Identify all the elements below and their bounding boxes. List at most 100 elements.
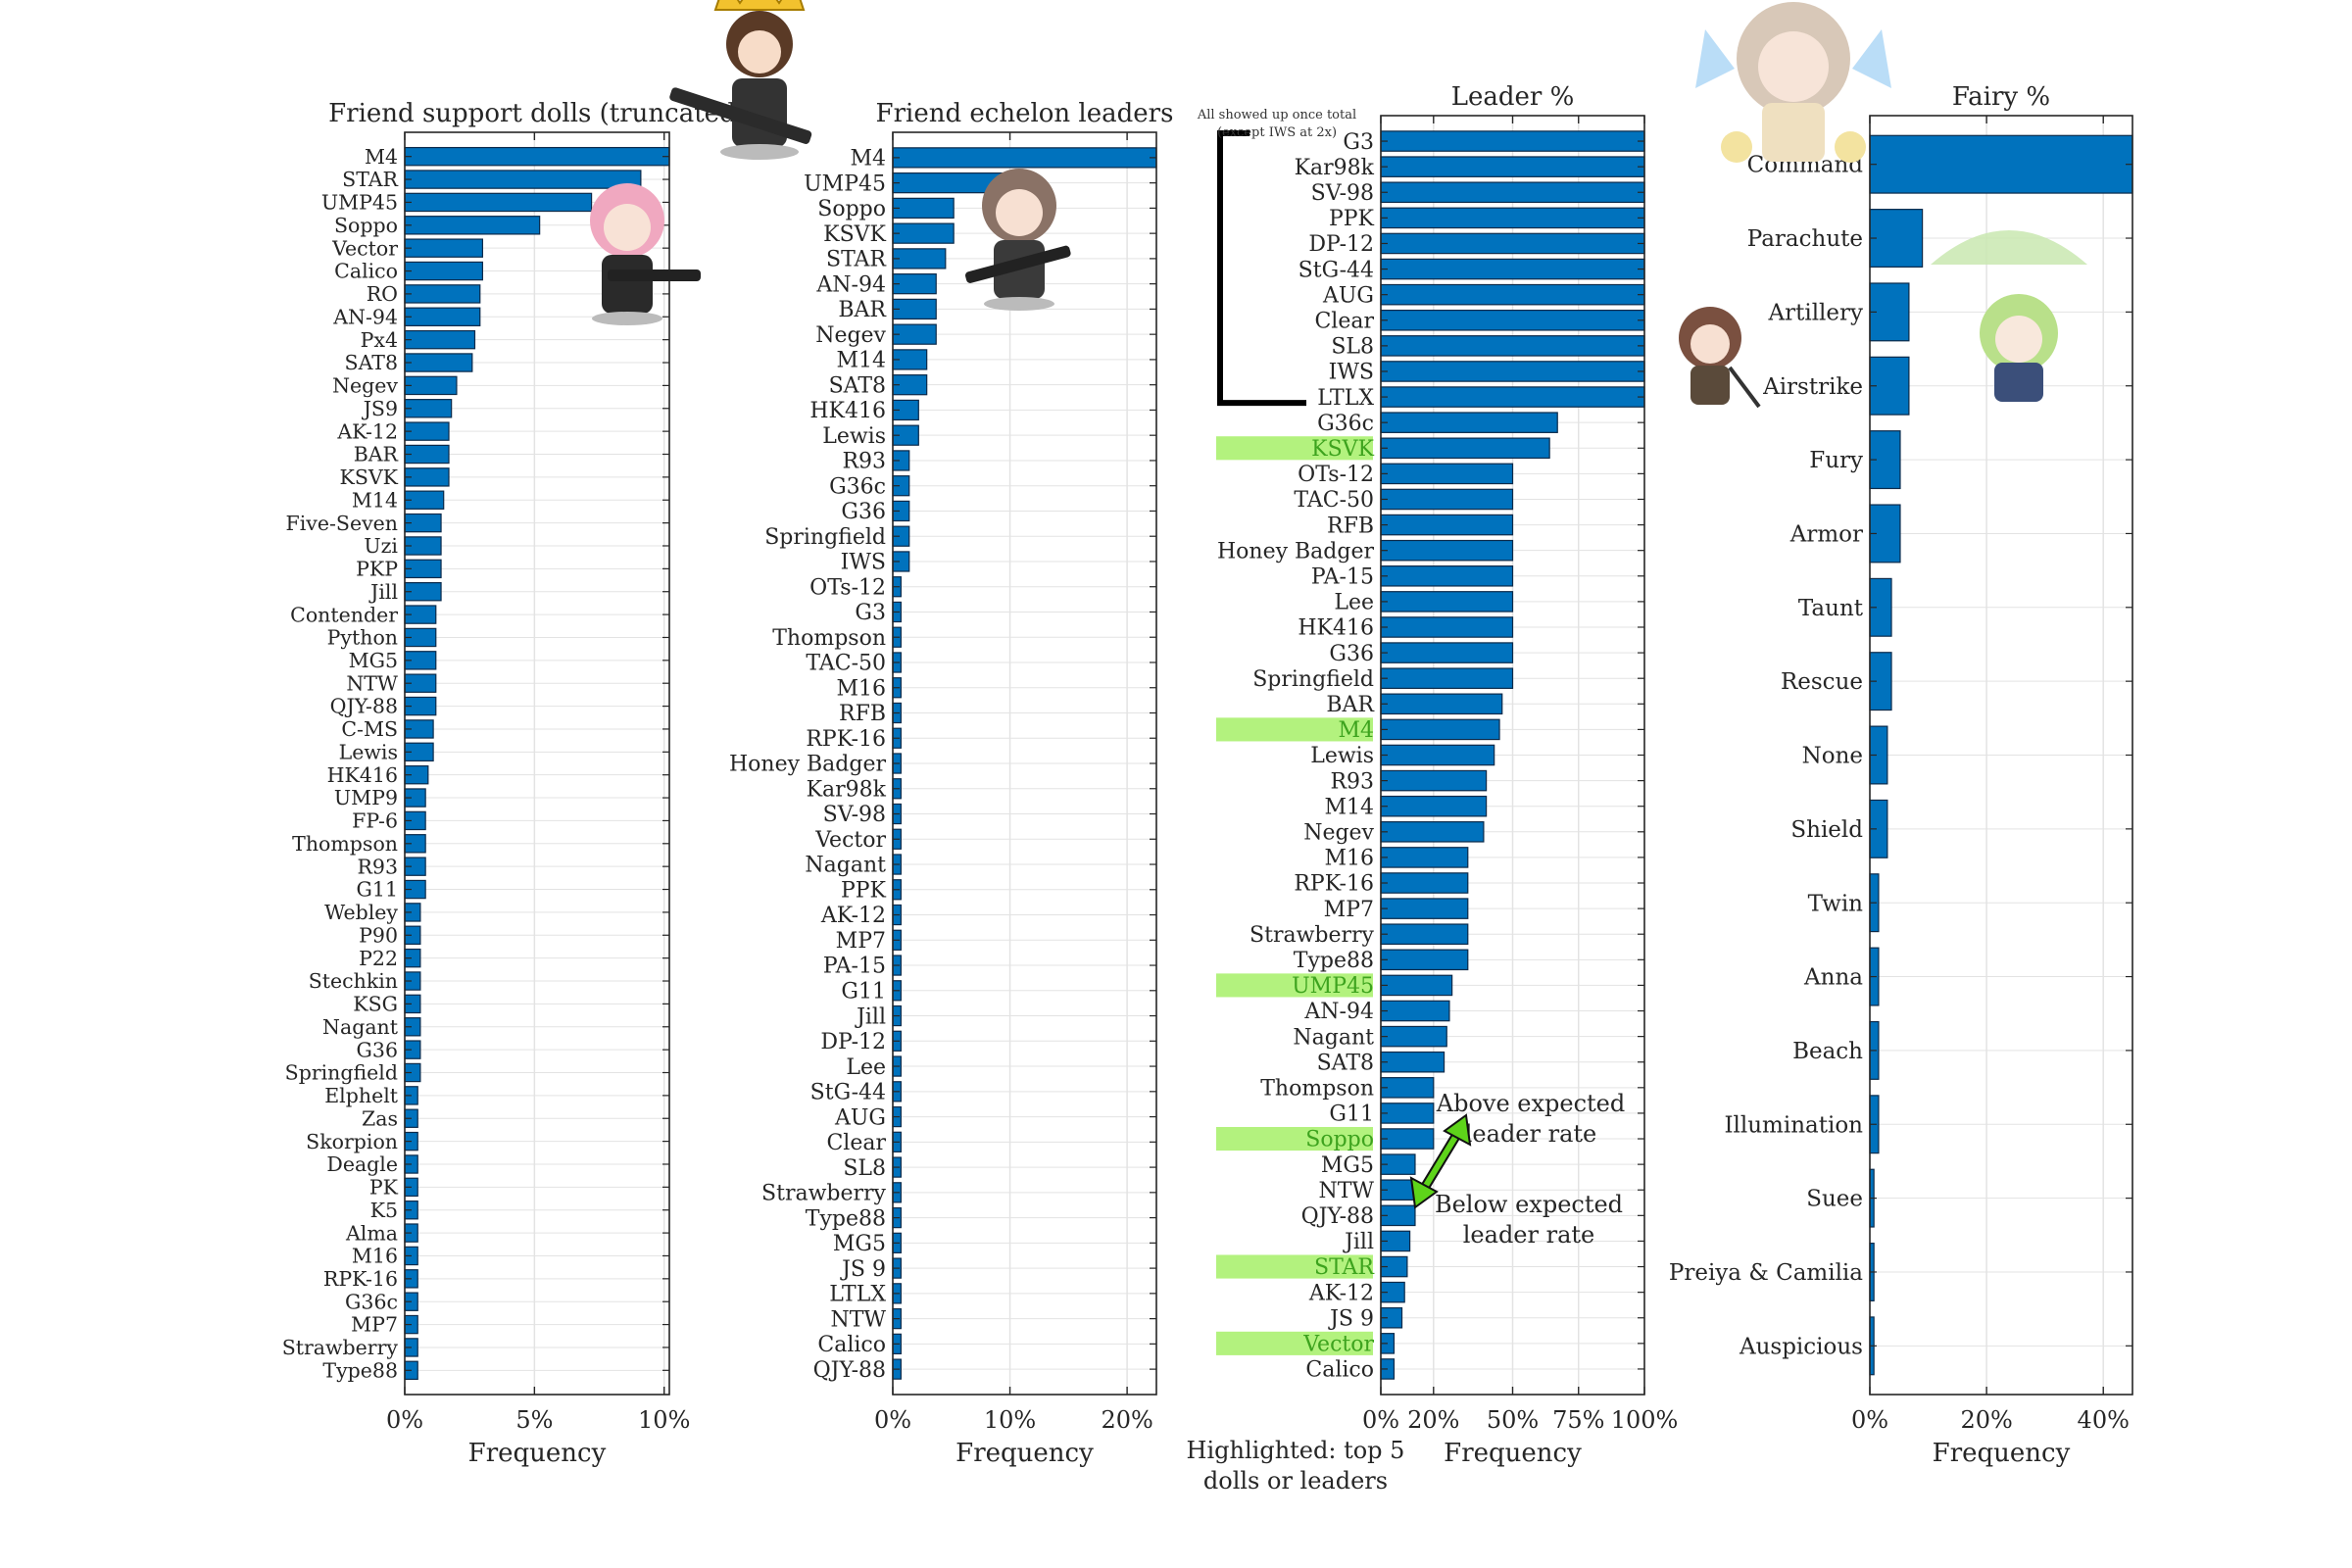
category-label: AK-12 — [336, 419, 398, 443]
category-label: M14 — [836, 349, 886, 373]
bar — [1380, 769, 1488, 792]
category-label: MG5 — [1321, 1153, 1374, 1178]
bar — [1380, 207, 1645, 229]
category-label: UMP45 — [321, 191, 398, 215]
category-label: PPK — [841, 878, 887, 903]
category-label: K5 — [370, 1199, 398, 1222]
category-label: Nagant — [322, 1015, 399, 1039]
highlight-band — [1216, 717, 1373, 742]
category-label: Soppo — [817, 197, 886, 221]
bar — [1380, 923, 1469, 945]
category-label: KSG — [353, 993, 398, 1016]
category-label: M16 — [836, 676, 886, 701]
category-label: RFB — [839, 702, 886, 726]
bar — [1380, 361, 1645, 382]
category-label: SAT8 — [1317, 1051, 1374, 1075]
category-label: HK416 — [809, 399, 886, 423]
bar — [1380, 1051, 1446, 1073]
category-label: QJY-88 — [330, 695, 398, 718]
parachute-fairy-decoration — [1931, 230, 2087, 402]
below-expected-label: Below expected — [1435, 1191, 1623, 1218]
bar — [1869, 134, 2133, 194]
category-label: Negev — [815, 323, 886, 348]
bar — [1380, 821, 1485, 843]
category-label: HK416 — [327, 763, 398, 787]
artillery-fairy-decoration — [1679, 307, 1761, 409]
axes-box — [404, 131, 670, 1396]
category-label: LTLX — [829, 1283, 886, 1307]
category-label: AUG — [1322, 283, 1374, 308]
category-label: Springfield — [1252, 667, 1374, 692]
bar — [404, 353, 473, 372]
highlight-band — [1216, 1254, 1373, 1279]
bar — [892, 147, 1157, 169]
category-label: MG5 — [349, 649, 398, 672]
category-label: Lewis — [339, 740, 398, 763]
category-label: RPK-16 — [806, 727, 886, 752]
bar — [1380, 181, 1645, 204]
plots-layer: M4STARUMP45SoppoVectorCalicoROAN-94Px4SA… — [282, 82, 2133, 1468]
highlight-footnote: dolls or leaders — [1203, 1467, 1388, 1494]
category-label: Twin — [1808, 891, 1864, 916]
category-label: G36 — [841, 500, 886, 524]
bar — [1380, 309, 1645, 331]
category-label: Lee — [1334, 591, 1374, 615]
bar — [1380, 1102, 1435, 1124]
category-label: Five-Seven — [285, 512, 398, 535]
x-tick-label: 20% — [1960, 1406, 2012, 1434]
category-label: Illumination — [1724, 1112, 1863, 1138]
category-label: Taunt — [1798, 596, 1864, 621]
bracket-note: All showed up once total — [1197, 108, 1356, 122]
category-label: G36 — [1329, 642, 1374, 666]
bar — [892, 222, 955, 244]
category-label: Thompson — [292, 832, 398, 856]
category-label: OTs-12 — [1298, 463, 1374, 487]
category-label: M4 — [850, 147, 886, 172]
category-label: KSVK — [1311, 437, 1374, 462]
category-label: Contender — [290, 603, 398, 626]
category-label: SV-98 — [823, 803, 886, 827]
category-label: M4 — [365, 145, 398, 169]
chart-panel-4: CommandParachuteArtilleryAirstrikeFuryAr… — [1669, 82, 2133, 1468]
category-label: Strawberry — [761, 1182, 887, 1206]
category-label: M16 — [352, 1245, 398, 1268]
category-label: Elphelt — [324, 1084, 399, 1107]
bar — [1380, 488, 1514, 511]
chart-panel-3: G3Kar98kSV-98PPKDP-12StG-44AUGClearSL8IW… — [1216, 82, 1678, 1468]
bar — [404, 146, 670, 167]
category-label: JS 9 — [840, 1257, 886, 1282]
x-tick-label: 40% — [2078, 1406, 2130, 1434]
category-label: Jill — [1343, 1230, 1374, 1254]
category-label: R93 — [357, 855, 398, 878]
x-tick-label: 20% — [1407, 1406, 1459, 1434]
category-label: Kar98k — [807, 777, 887, 802]
crowned-character-decoration — [669, 0, 812, 160]
bar — [404, 375, 458, 396]
bar — [1380, 667, 1514, 689]
headset-character-decoration — [1695, 2, 1891, 163]
category-label: M14 — [352, 488, 398, 512]
bar — [1869, 209, 1924, 269]
x-tick-label: 75% — [1552, 1406, 1604, 1434]
category-label: Honey Badger — [729, 753, 887, 777]
category-label: RPK-16 — [323, 1267, 398, 1291]
category-label: JS9 — [362, 397, 398, 420]
category-label: C-MS — [341, 717, 398, 741]
category-label: Soppo — [1305, 1128, 1374, 1152]
category-label: Webley — [324, 901, 398, 924]
bar — [404, 329, 476, 350]
category-label: Shield — [1790, 817, 1863, 843]
category-label: G3 — [855, 601, 886, 625]
category-label: STAR — [342, 168, 398, 191]
category-label: Nagant — [1293, 1025, 1374, 1050]
x-tick-label: 0% — [874, 1406, 911, 1434]
category-label: Jill — [368, 580, 398, 604]
bar — [1380, 974, 1453, 997]
category-label: PK — [369, 1176, 399, 1200]
category-label: KSVK — [340, 466, 399, 489]
category-label: P90 — [359, 923, 398, 947]
bar — [1380, 463, 1514, 485]
category-label: Zas — [362, 1106, 398, 1130]
highlight-footnote: Highlighted: top 5 — [1187, 1437, 1405, 1464]
above-expected-label: leader rate — [1465, 1120, 1596, 1148]
